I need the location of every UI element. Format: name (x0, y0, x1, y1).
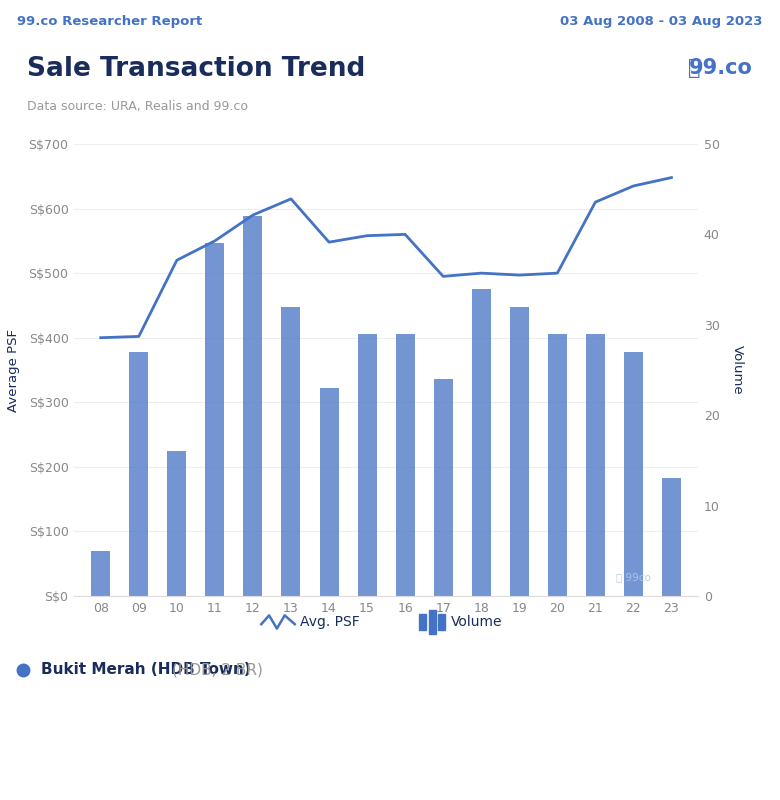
Bar (438, 614, 445, 630)
Text: 99.co Researcher Report: 99.co Researcher Report (17, 15, 203, 29)
Bar (357, 334, 377, 596)
Bar (472, 289, 491, 596)
Bar (205, 243, 225, 596)
Bar (429, 610, 436, 634)
Text: 99.co: 99.co (689, 58, 753, 78)
Bar (243, 216, 262, 596)
Bar (395, 334, 415, 596)
Text: 03 Aug 2008 - 03 Aug 2023: 03 Aug 2008 - 03 Aug 2023 (560, 15, 763, 29)
Bar (510, 306, 529, 596)
Text: Volume: Volume (451, 615, 502, 629)
Bar (91, 550, 110, 596)
Bar (586, 334, 604, 596)
Text: Sale Transaction Trend: Sale Transaction Trend (27, 56, 366, 82)
Bar (420, 614, 427, 630)
Text: Ⓣ 99co: Ⓣ 99co (616, 573, 651, 582)
Bar (434, 379, 452, 596)
Bar (624, 352, 643, 596)
Text: Avg. PSF: Avg. PSF (300, 615, 360, 629)
Bar (168, 451, 186, 596)
Bar (548, 334, 567, 596)
Text: (HDB, 2 BR): (HDB, 2 BR) (172, 662, 263, 677)
Text: Data source: URA, Realis and 99.co: Data source: URA, Realis and 99.co (27, 100, 248, 113)
Text: Bukit Merah (HDB Town): Bukit Merah (HDB Town) (41, 662, 250, 677)
Bar (320, 388, 339, 596)
Text: ⌖: ⌖ (688, 58, 700, 78)
Bar (129, 352, 148, 596)
Bar (662, 478, 681, 596)
Y-axis label: Average PSF: Average PSF (7, 329, 20, 411)
Y-axis label: Volume: Volume (731, 345, 744, 395)
Bar (282, 306, 300, 596)
